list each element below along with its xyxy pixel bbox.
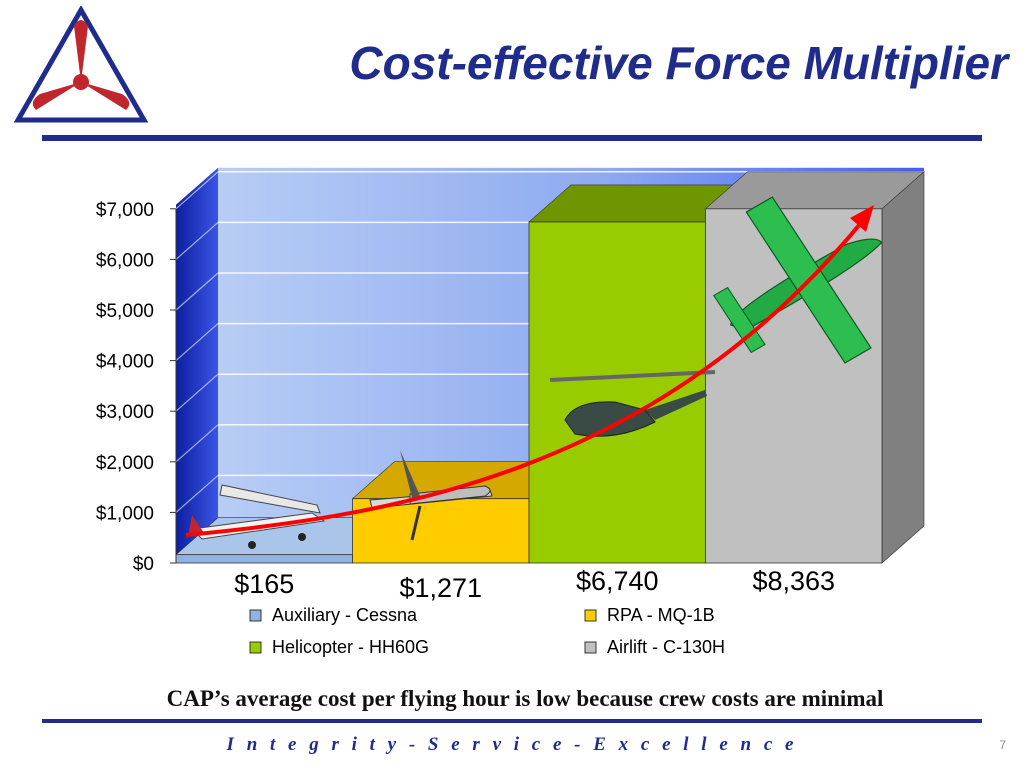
value-label: $8,363 — [752, 566, 835, 596]
gridline-side — [175, 323, 219, 362]
page-number: 7 — [999, 738, 1006, 752]
value-label: $165 — [234, 569, 294, 599]
drone-gear — [410, 505, 422, 541]
bar — [352, 498, 530, 564]
legend-swatch — [584, 641, 597, 654]
gridline-side — [175, 221, 219, 260]
y-tick-label: $1,000 — [96, 503, 154, 524]
drone-tail — [400, 450, 420, 498]
value-label: $6,740 — [576, 566, 659, 596]
y-tick-label: $7,000 — [96, 200, 154, 221]
cap-logo — [14, 6, 148, 123]
slide-title: Cost-effective Force Multiplier — [349, 37, 1008, 89]
propeller-icon — [32, 20, 130, 110]
helicopter-icon — [549, 370, 716, 437]
legend-label: Helicopter - HH60G — [272, 637, 429, 657]
chart-legend: Auxiliary - Cessna RPA - MQ-1B Helicopter … — [249, 605, 725, 657]
footer-rule — [42, 719, 982, 723]
legend-label: Airlift - C-130H — [607, 637, 725, 657]
slide-footer: I n t e g r i t y - S e r v i c e - E x … — [226, 734, 798, 755]
title-rule — [42, 135, 982, 141]
cessna-tail — [188, 515, 204, 537]
chart-side-wall — [176, 167, 218, 564]
cessna-wheel — [298, 533, 306, 541]
helicopter-tail — [645, 390, 707, 420]
value-label: $1,271 — [399, 573, 482, 603]
c130-tailplane — [713, 286, 766, 354]
drone-body — [409, 485, 491, 505]
bar — [528, 221, 706, 564]
legend-swatch — [584, 609, 597, 622]
y-tick-label: $5,000 — [96, 301, 154, 322]
trend-arrowhead — [850, 205, 874, 232]
y-tick-label: $6,000 — [96, 250, 154, 271]
legend-swatch — [249, 609, 262, 622]
trend-line — [185, 216, 867, 537]
bar-side — [881, 171, 925, 564]
gridline-side — [175, 171, 219, 210]
cessna-wheel — [248, 541, 256, 549]
helicopter-rotor — [549, 370, 716, 382]
cessna-wing — [219, 484, 321, 514]
bar — [175, 554, 353, 564]
y-tick-label: $0 — [133, 554, 154, 575]
legend-label: RPA - MQ-1B — [607, 605, 715, 625]
y-tick-label: $2,000 — [96, 453, 154, 474]
chart-trend — [185, 205, 874, 537]
gridline-side — [175, 373, 219, 412]
legend-label: Auxiliary - Cessna — [272, 605, 418, 625]
gridline-side — [175, 272, 219, 311]
gridline-side — [175, 424, 219, 463]
cost-chart: $0 $1,000 $2,000 $3,000 $4,000 $5,000 $6,000 $7… — [96, 167, 925, 657]
y-tick-label: $3,000 — [96, 402, 154, 423]
value-labels: $165 $1,271 $6,740 $8,363 — [234, 566, 835, 603]
gridline-side — [175, 474, 219, 513]
y-axis-ticks: $0 $1,000 $2,000 $3,000 $4,000 $5,000 $6,000 $7… — [96, 200, 177, 575]
y-tick-label: $4,000 — [96, 352, 154, 373]
slide-caption: CAP’s average cost per flying hour is lo… — [166, 686, 884, 711]
legend-swatch — [249, 641, 262, 654]
